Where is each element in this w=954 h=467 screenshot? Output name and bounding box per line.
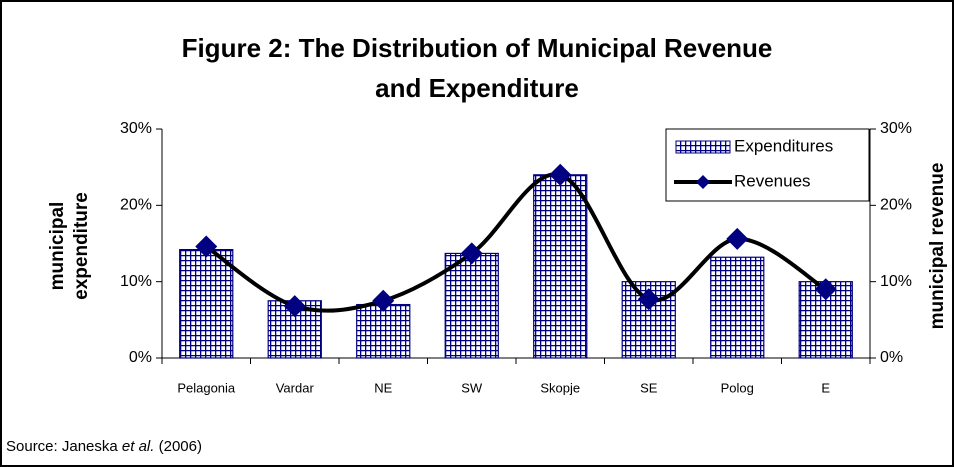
x-tick-label: Vardar <box>276 380 315 395</box>
marker <box>195 235 218 258</box>
x-tick-label: SW <box>461 380 483 395</box>
source-text: (2006) <box>159 438 202 455</box>
legend-label: Revenues <box>734 171 811 190</box>
y-tick-label: 10% <box>120 273 152 290</box>
legend-swatch <box>696 175 710 189</box>
title: Figure 2: The Distribution of Municipal … <box>182 33 773 63</box>
bar <box>179 249 234 359</box>
y2-tick-label: 10% <box>880 273 912 290</box>
marker <box>460 242 483 265</box>
y2-tick-label: 0% <box>880 349 903 366</box>
x-tick-label: Polog <box>721 380 754 395</box>
marker <box>372 289 395 312</box>
source-text: Source: Janeska <box>6 438 118 455</box>
legend-label: Expenditures <box>734 136 833 155</box>
x-tick-label: E <box>821 380 830 395</box>
marker <box>637 288 660 311</box>
x-tick-label: Skopje <box>540 380 580 395</box>
marker <box>283 295 306 318</box>
y-tick-label: 30% <box>120 120 152 137</box>
line <box>205 172 827 313</box>
bar <box>356 303 411 359</box>
x-tick-label: SE <box>640 380 658 395</box>
source: Source: Janeska et al. (2006) <box>6 438 202 455</box>
bar <box>533 174 588 359</box>
y-tick-label: 20% <box>120 197 152 214</box>
y2-tick-label: 30% <box>880 120 912 137</box>
bar <box>710 256 765 359</box>
y-tick-label: 0% <box>129 349 152 366</box>
y-label: expenditure <box>71 192 92 300</box>
bar <box>444 252 499 359</box>
y2-tick-label: 20% <box>880 197 912 214</box>
marker <box>726 227 749 250</box>
x-tick-label: Pelagonia <box>177 380 236 395</box>
y-label: municipal <box>47 202 68 291</box>
legend-swatch <box>675 140 731 154</box>
y2-label: municipal revenue <box>927 163 948 330</box>
marker <box>549 163 572 186</box>
marker <box>814 278 837 301</box>
x-tick-label: NE <box>374 380 392 395</box>
source-text: et al. <box>122 438 155 455</box>
title: and Expenditure <box>375 73 579 103</box>
